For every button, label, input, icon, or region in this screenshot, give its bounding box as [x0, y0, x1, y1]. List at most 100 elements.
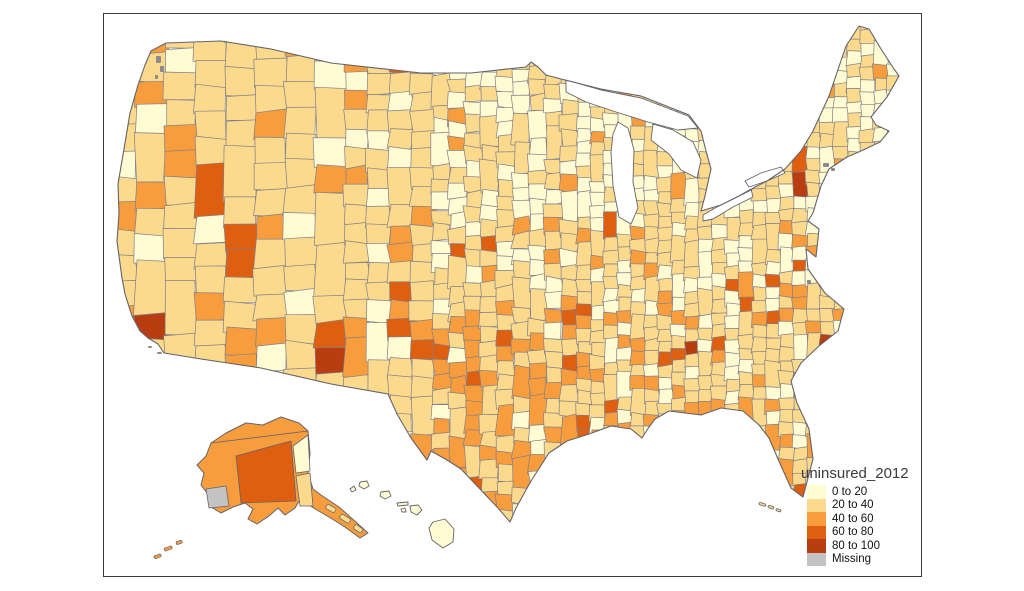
county — [696, 88, 715, 104]
county — [447, 45, 468, 66]
county — [387, 528, 415, 552]
county — [480, 505, 500, 522]
county — [765, 26, 784, 41]
county — [559, 37, 579, 59]
county — [818, 221, 837, 238]
county — [603, 26, 621, 27]
county — [430, 26, 454, 32]
county — [886, 301, 899, 317]
county — [481, 26, 500, 30]
county — [462, 26, 485, 27]
county — [886, 276, 899, 293]
legend-label: 20 to 40 — [832, 499, 874, 512]
county — [860, 267, 876, 296]
county — [314, 423, 349, 455]
county — [724, 102, 742, 119]
county — [887, 174, 899, 192]
county — [901, 273, 917, 288]
county — [832, 207, 851, 237]
county — [710, 48, 728, 64]
county — [253, 161, 290, 192]
county — [737, 58, 756, 77]
county — [602, 512, 620, 522]
county — [284, 28, 317, 59]
county — [723, 503, 743, 520]
county — [314, 191, 349, 246]
county — [162, 412, 200, 441]
county — [645, 474, 662, 504]
county — [900, 97, 917, 113]
county — [642, 437, 660, 466]
county — [873, 278, 890, 293]
county — [671, 485, 687, 514]
county — [656, 426, 674, 457]
county — [644, 26, 662, 43]
county — [544, 26, 565, 27]
county — [696, 514, 715, 522]
county — [314, 86, 349, 141]
county — [446, 60, 469, 82]
county — [282, 367, 318, 398]
county — [478, 458, 499, 480]
county — [750, 499, 770, 516]
county — [656, 91, 676, 105]
county — [366, 262, 391, 285]
county — [117, 200, 137, 233]
county — [683, 478, 703, 506]
county — [134, 470, 168, 522]
county — [779, 45, 796, 75]
county — [388, 32, 414, 57]
county — [900, 134, 916, 151]
county — [670, 34, 688, 52]
county — [737, 497, 756, 514]
county — [590, 454, 607, 483]
county — [778, 397, 796, 412]
county — [739, 14, 756, 24]
county — [558, 55, 582, 74]
county — [645, 51, 662, 68]
county — [696, 38, 716, 55]
county — [510, 37, 534, 57]
county — [860, 365, 878, 382]
county — [658, 527, 673, 542]
county — [658, 277, 674, 293]
county — [873, 439, 891, 456]
county — [872, 363, 890, 382]
county — [163, 332, 197, 365]
county — [615, 509, 634, 522]
county — [408, 35, 436, 59]
county — [887, 324, 899, 343]
county — [900, 109, 918, 124]
island-oahu — [379, 490, 392, 500]
county — [887, 426, 899, 441]
county — [872, 339, 891, 357]
county — [831, 345, 851, 363]
county — [409, 108, 438, 134]
county — [658, 52, 676, 67]
county — [886, 26, 899, 42]
county — [560, 263, 578, 281]
county — [644, 528, 661, 542]
county — [559, 26, 582, 27]
county — [496, 44, 517, 65]
county — [804, 371, 823, 387]
county — [386, 128, 415, 150]
county — [408, 26, 436, 38]
county — [194, 59, 229, 89]
county — [343, 393, 370, 418]
alaska-borough-light — [295, 472, 314, 507]
county — [846, 212, 863, 230]
county — [858, 330, 876, 359]
county — [223, 26, 260, 44]
county — [873, 401, 892, 419]
county — [284, 339, 319, 372]
county — [723, 152, 743, 169]
county — [900, 297, 916, 314]
county — [642, 463, 662, 481]
county — [723, 514, 742, 522]
county — [901, 72, 917, 88]
county — [886, 201, 899, 216]
county — [872, 164, 890, 181]
lake-huron — [650, 123, 702, 179]
